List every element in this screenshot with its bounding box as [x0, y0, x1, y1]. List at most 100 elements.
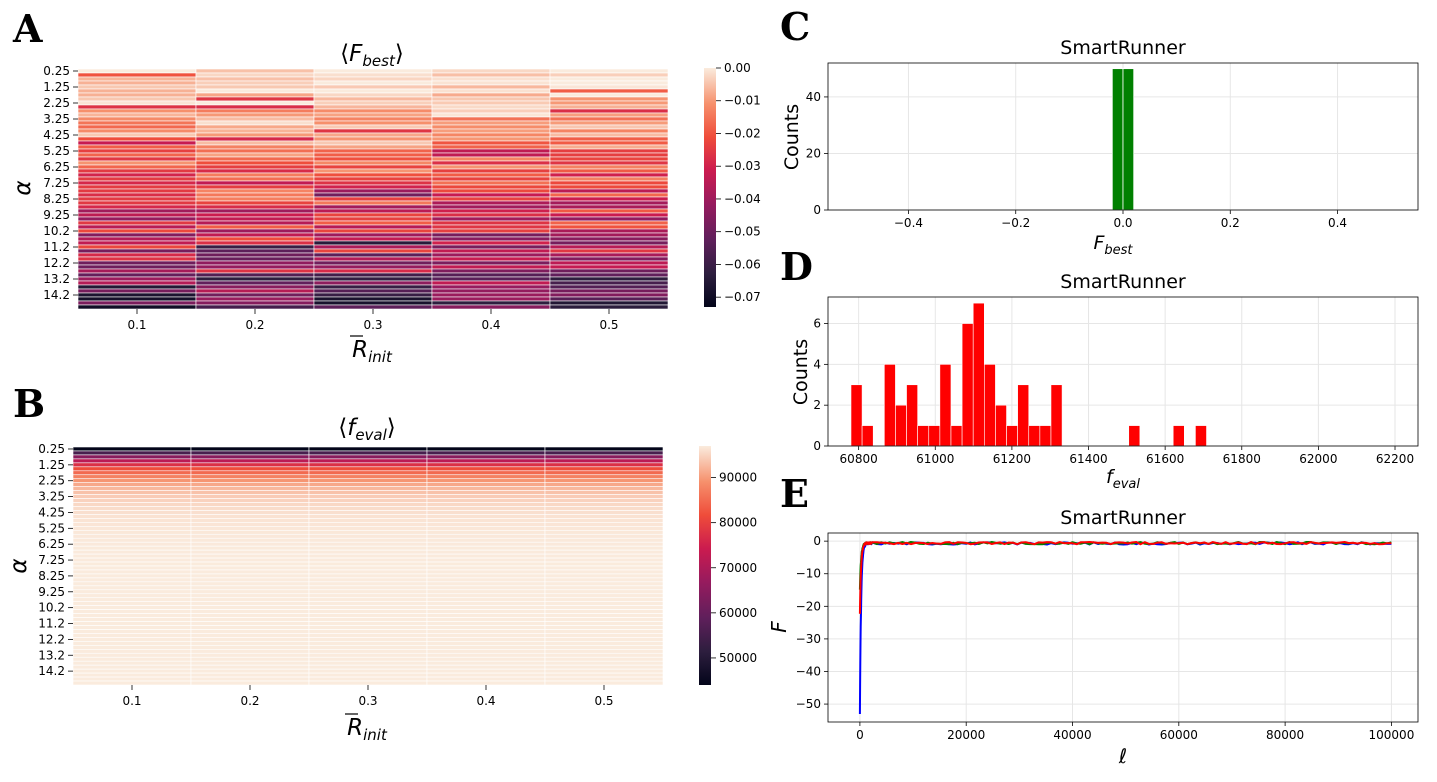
heatmap-cell	[431, 84, 551, 90]
heatmap-cell	[313, 180, 433, 186]
heatmap-cell	[308, 458, 428, 464]
heatmap-cell	[77, 280, 197, 286]
series-line-blue	[858, 541, 1392, 715]
heatmap-cell	[77, 276, 197, 282]
heatmap-cell	[313, 220, 433, 226]
heatmap-cell	[190, 668, 310, 674]
heatmap-cell	[544, 458, 664, 464]
heatmap-cell	[72, 672, 192, 678]
heatmap-cell	[431, 168, 551, 174]
heatmap-cell	[77, 296, 197, 302]
line-chart-e: 0 20000 40000 60000 80000 100000 0 −10 −20 −30 −40…	[767, 507, 1419, 768]
heatmap-cell	[72, 641, 192, 646]
heatmap-cell	[77, 68, 197, 74]
heatmap-cell	[72, 601, 192, 606]
x-tick-label: 0.4	[481, 318, 500, 332]
heatmap-cell	[426, 656, 546, 662]
x-tick-label: 0.1	[122, 694, 141, 708]
heatmap-cell	[77, 80, 197, 86]
heatmap-cell	[308, 621, 428, 626]
heatmap-cell	[190, 577, 310, 583]
heatmap-cell	[544, 648, 664, 654]
heatmap-cell	[72, 537, 192, 543]
heatmap-cell	[195, 96, 315, 102]
heatmap-cell	[195, 260, 315, 266]
x-tick-label: 61200	[993, 452, 1031, 466]
heatmap-cell	[313, 296, 433, 302]
x-tick-label: 0	[856, 728, 864, 742]
y-tick-label: 8.25	[43, 192, 70, 206]
heatmap-cell	[190, 557, 310, 563]
heatmap-cell	[544, 597, 664, 603]
heatmap-cell	[426, 648, 546, 654]
colorbar-b	[699, 446, 711, 685]
y-tick-label: 7.25	[43, 176, 70, 190]
heatmap-cell	[72, 545, 192, 551]
heatmap-cell	[72, 490, 192, 495]
histogram-bar	[939, 364, 952, 447]
heatmap-cell	[308, 529, 428, 535]
heatmap-cell	[77, 176, 197, 182]
heatmap-cell	[544, 577, 664, 583]
heatmap-cell	[431, 160, 551, 166]
y-tick-label: −10	[796, 567, 821, 581]
heatmap-cell	[313, 72, 433, 78]
heatmap-cell	[431, 240, 551, 246]
heatmap-cell	[549, 200, 669, 206]
heatmap-cell	[426, 498, 546, 503]
colorbar-tick-label: −0.06	[724, 257, 761, 271]
heatmap-cell	[308, 672, 428, 678]
heatmap-cell	[549, 196, 669, 202]
heatmap-cell	[308, 573, 428, 579]
y-tick-label: 14.2	[43, 288, 70, 302]
heatmap-cell	[77, 260, 197, 266]
heatmap-cell	[77, 96, 197, 102]
heatmap-cell	[431, 156, 551, 162]
heatmap-cell	[77, 140, 197, 146]
heatmap-cell	[308, 545, 428, 551]
histogram-bar	[1028, 425, 1041, 447]
heatmap-cell	[549, 176, 669, 182]
heatmap-cell	[431, 116, 551, 122]
heatmap-cell	[190, 664, 310, 670]
heatmap-cell	[195, 284, 315, 290]
heatmap-cell	[190, 450, 310, 456]
y-tick-label: 0.25	[43, 64, 70, 78]
heatmap-cell	[544, 529, 664, 535]
heatmap-cell	[544, 466, 664, 472]
heatmap-cell	[72, 522, 192, 527]
panel-d: D 60800 61000 61200 61400 61600 61800 62000 622…	[780, 244, 1419, 492]
heatmap-cell	[549, 248, 669, 254]
heatmap-cell	[313, 264, 433, 270]
heatmap-cell	[431, 256, 551, 262]
heatmap-cell	[431, 192, 551, 198]
heatmap-cell	[544, 621, 664, 626]
histogram-bar	[917, 425, 930, 447]
heatmap-cell	[544, 537, 664, 543]
heatmap-cell	[77, 288, 197, 294]
heatmap-cell	[308, 482, 428, 487]
heatmap-cell	[190, 486, 310, 491]
x-tick-label: −0.2	[1001, 216, 1030, 230]
heatmap-cell	[308, 565, 428, 571]
heatmap-cell	[190, 518, 310, 523]
heatmap-cell	[313, 92, 433, 98]
heatmap-cell	[77, 204, 197, 210]
x-tick-label: 0.0	[1113, 216, 1132, 230]
heatmap-cell	[195, 88, 315, 94]
heatmap-cell	[72, 605, 192, 610]
heatmap-cell	[549, 252, 669, 258]
heatmap-cell	[308, 597, 428, 603]
heatmap-cell	[190, 494, 310, 499]
heatmap-cell	[313, 84, 433, 90]
heatmap-cell	[544, 664, 664, 670]
x-tick-label: 40000	[1053, 728, 1091, 742]
heatmap-cell	[72, 553, 192, 559]
heatmap-cell	[195, 300, 315, 306]
panel-b-title: ⟨feval⟩	[338, 415, 396, 444]
chart-title: SmartRunner	[1060, 507, 1186, 529]
heatmap-cell	[431, 136, 551, 142]
heatmap-cell	[195, 120, 315, 126]
heatmap-cell	[77, 184, 197, 190]
heatmap-cell	[549, 292, 669, 298]
